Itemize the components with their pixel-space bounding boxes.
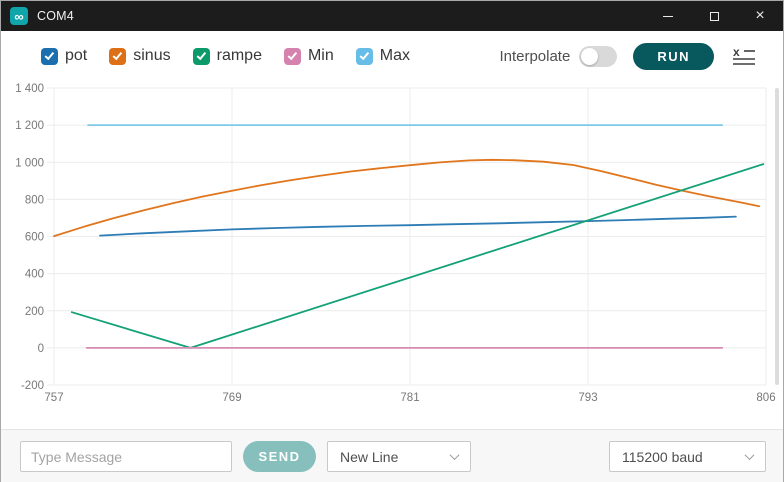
minimize-button[interactable] bbox=[645, 1, 691, 31]
y-tick-label: 1 000 bbox=[15, 157, 44, 169]
x-tick-label: 793 bbox=[578, 392, 597, 404]
series-toggle-pot[interactable]: pot bbox=[41, 47, 87, 65]
y-tick-label: 1 400 bbox=[15, 83, 44, 95]
maximize-icon bbox=[709, 11, 719, 21]
checkbox-pot[interactable] bbox=[41, 47, 58, 65]
x-tick-label: 806 bbox=[756, 392, 775, 404]
checkmark-icon bbox=[44, 49, 55, 60]
y-tick-label: 1 200 bbox=[15, 120, 44, 132]
bottom-bar: SEND New Line 115200 baud bbox=[1, 429, 783, 482]
x-tick-label: 757 bbox=[44, 392, 63, 404]
checkmark-icon bbox=[359, 49, 369, 60]
checkbox-sinus[interactable] bbox=[109, 47, 127, 65]
series-line-sinus bbox=[53, 158, 761, 238]
arduino-infinity-icon: ∞ bbox=[10, 7, 28, 25]
toolbar-right: Interpolate RUN x bbox=[499, 42, 757, 70]
message-input[interactable] bbox=[20, 441, 232, 472]
y-tick-label: 0 bbox=[38, 343, 44, 355]
toggle-knob bbox=[581, 47, 599, 65]
x-list-icon: x bbox=[733, 46, 755, 65]
series-toggle-max[interactable]: Max bbox=[355, 47, 410, 65]
y-tick-label: -200 bbox=[21, 380, 44, 392]
series-label: rampe bbox=[216, 47, 262, 64]
series-toggles: pot sinus rampe Min Max bbox=[41, 47, 410, 65]
chevron-down-icon bbox=[449, 450, 460, 461]
plot-area: -200 0 200 400 600 800 1 000 1 200 1 400 757 769 78… bbox=[15, 83, 779, 404]
svg-text:x: x bbox=[733, 46, 740, 59]
titlebar: ∞ COM4 × bbox=[1, 1, 783, 31]
series-toggle-sinus[interactable]: sinus bbox=[109, 47, 171, 65]
checkbox-rampe[interactable] bbox=[192, 47, 210, 65]
chevron-down-icon bbox=[744, 450, 755, 461]
line-ending-select[interactable]: New Line bbox=[327, 441, 471, 472]
series-line-rampe bbox=[70, 163, 765, 349]
minimize-icon bbox=[663, 15, 673, 17]
checkbox-max[interactable] bbox=[355, 47, 373, 65]
checkbox-min[interactable] bbox=[283, 47, 301, 65]
series-toggle-min[interactable]: Min bbox=[283, 47, 334, 65]
y-tick-label: 200 bbox=[25, 306, 44, 318]
series-label: sinus bbox=[133, 47, 171, 64]
window-controls: × bbox=[645, 1, 783, 31]
y-tick-label: 400 bbox=[25, 269, 44, 281]
chart-scrollbar[interactable] bbox=[775, 88, 779, 385]
x-tick-label: 781 bbox=[400, 392, 419, 404]
run-button[interactable]: RUN bbox=[633, 42, 714, 70]
series-toggle-rampe[interactable]: rampe bbox=[192, 47, 262, 65]
baud-rate-select[interactable]: 115200 baud bbox=[609, 441, 766, 472]
line-ending-value: New Line bbox=[340, 448, 399, 465]
x-tick-label: 769 bbox=[222, 392, 241, 404]
interpolate-label: Interpolate bbox=[499, 47, 571, 65]
show-values-button[interactable]: x bbox=[732, 46, 757, 67]
y-tick-label: 800 bbox=[25, 194, 44, 206]
maximize-button[interactable] bbox=[691, 1, 737, 31]
close-button[interactable]: × bbox=[737, 1, 783, 31]
y-tick-label: 600 bbox=[25, 232, 44, 244]
checkmark-icon bbox=[112, 49, 123, 60]
interpolate-toggle[interactable] bbox=[579, 45, 618, 67]
checkmark-icon bbox=[287, 49, 298, 60]
close-icon: × bbox=[755, 7, 765, 24]
toolbar: pot sinus rampe Min Max Interpolate RUN bbox=[1, 31, 783, 81]
series-label: pot bbox=[65, 47, 88, 64]
series-label: Max bbox=[379, 47, 410, 64]
send-button[interactable]: SEND bbox=[243, 441, 316, 472]
series-line-pot bbox=[99, 215, 737, 237]
series-label: Min bbox=[307, 47, 334, 64]
baud-rate-value: 115200 baud bbox=[622, 448, 703, 465]
window-title: COM4 bbox=[37, 9, 74, 23]
checkmark-icon bbox=[196, 49, 206, 60]
